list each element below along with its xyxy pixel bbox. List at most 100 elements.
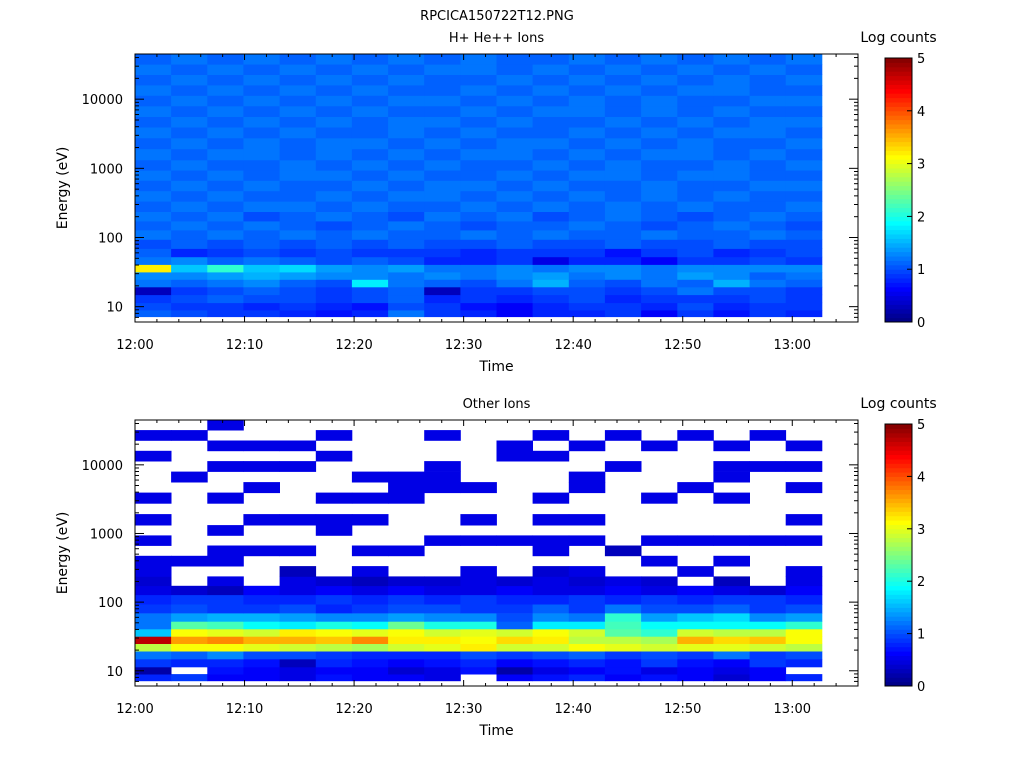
heatmap-cell: [351, 85, 389, 96]
heatmap-cell: [568, 54, 606, 65]
heatmap-cell: [243, 302, 280, 311]
heatmap-cell: [207, 159, 244, 171]
colorbar-segment: [885, 624, 912, 630]
heatmap-cell: [171, 211, 208, 222]
heatmap-cell: [424, 535, 461, 546]
heatmap-cell: [713, 201, 750, 212]
heatmap-cell: [279, 264, 317, 273]
heatmap-cell: [207, 279, 244, 288]
heatmap-cell: [713, 651, 750, 660]
plot-frame: [134, 419, 859, 687]
heatmap-cell: [713, 674, 750, 682]
heatmap-cell: [207, 613, 244, 622]
heatmap-cell: [243, 651, 280, 660]
heatmap-cell: [641, 148, 678, 161]
heatmap-cell: [279, 643, 317, 652]
heatmap-cell: [641, 636, 678, 644]
heatmap-cell: [243, 613, 280, 622]
heatmap-cell: [315, 621, 353, 630]
heatmap-cell: [243, 211, 280, 222]
heatmap-cell: [532, 514, 570, 526]
x-tick-label: 12:30: [445, 702, 482, 717]
heatmap-cell: [279, 211, 317, 222]
heatmap-cell: [532, 127, 570, 139]
heatmap-cell: [315, 430, 353, 441]
heatmap-cell: [279, 248, 317, 258]
heatmap-cell: [532, 643, 570, 652]
heatmap-cell: [351, 180, 389, 192]
heatmap-cell: [496, 604, 533, 614]
heatmap-cell: [568, 440, 606, 452]
heatmap-cell: [568, 294, 606, 304]
heatmap-cell: [785, 159, 823, 171]
heatmap-cell: [460, 95, 497, 107]
heatmap-cell: [677, 613, 714, 622]
heatmap-cell: [641, 310, 678, 318]
heatmap-cell: [496, 286, 533, 296]
heatmap-cell: [713, 256, 750, 265]
heatmap-cell: [749, 95, 787, 107]
colorbar-segment: [885, 132, 912, 138]
heatmap-cell: [351, 159, 389, 171]
heatmap-cell: [460, 106, 497, 117]
heatmap-cell: [279, 148, 317, 161]
heatmap-cell: [135, 430, 172, 441]
heatmap-cell: [388, 180, 425, 192]
heatmap-cell: [785, 643, 823, 652]
heatmap-cell: [568, 643, 606, 652]
heatmap-cell: [351, 106, 389, 117]
colorbar-segment: [885, 629, 912, 635]
heatmap-cell: [351, 170, 389, 181]
heatmap-cell: [749, 621, 787, 630]
heatmap-cell: [713, 294, 750, 304]
heatmap-cell: [785, 674, 823, 682]
heatmap-cell: [388, 272, 425, 280]
colorbar-segment: [885, 234, 912, 239]
heatmap-cell: [677, 636, 714, 644]
heatmap-cell: [424, 621, 461, 630]
heatmap-cell: [171, 248, 208, 258]
x-tick-label: 12:20: [335, 338, 372, 353]
heatmap-cell: [460, 628, 497, 637]
heatmap-cell: [243, 85, 280, 96]
heatmap-cell: [677, 180, 714, 192]
heatmap-cell: [496, 636, 533, 644]
heatmap-cell: [532, 190, 570, 202]
heatmap-cell: [677, 170, 714, 181]
heatmap-cell: [749, 674, 787, 682]
panel-h-he-ions: H+ He++ Ions 12:00 12:10 12:20 12:30 12:40 12:…: [55, 30, 937, 375]
heatmap-cell: [641, 666, 678, 675]
heatmap-cell: [388, 256, 425, 265]
heatmap-cell: [279, 170, 317, 181]
heatmap-cell: [532, 286, 570, 296]
heatmap-cell: [532, 95, 570, 107]
heatmap-cell: [460, 256, 497, 265]
heatmap-cell: [351, 137, 389, 150]
heatmap-cell: [677, 211, 714, 222]
heatmap-cell: [207, 248, 244, 258]
colorbar-segment: [885, 198, 912, 204]
heatmap-cell: [171, 137, 208, 150]
heatmap-cell: [171, 264, 208, 273]
heatmap-cell: [641, 190, 678, 202]
colorbar-label: Log counts: [860, 396, 936, 412]
panel-other-ions: Other Ions 12:00 12:10 12:20 12:30 12:40 12:50…: [55, 396, 937, 739]
heatmap-cell: [207, 621, 244, 630]
heatmap-cell: [388, 302, 425, 311]
heatmap-cell: [496, 230, 533, 240]
heatmap-cell: [641, 85, 678, 96]
colorbar-segment: [885, 511, 912, 517]
heatmap-cell: [749, 264, 787, 273]
heatmap-cell: [388, 116, 425, 128]
heatmap-cell: [713, 535, 750, 546]
heatmap-cell: [424, 666, 461, 675]
colorbar-tick-label: 1: [917, 628, 925, 643]
x-tick-label: 12:30: [445, 338, 482, 353]
heatmap-cell: [568, 585, 606, 596]
heatmap-cell: [243, 95, 280, 107]
heatmap-cell: [785, 482, 823, 494]
heatmap-cell: [641, 279, 678, 288]
heatmap-cell: [496, 190, 533, 202]
heatmap-cell: [568, 256, 606, 265]
heatmap-cell: [677, 666, 714, 675]
